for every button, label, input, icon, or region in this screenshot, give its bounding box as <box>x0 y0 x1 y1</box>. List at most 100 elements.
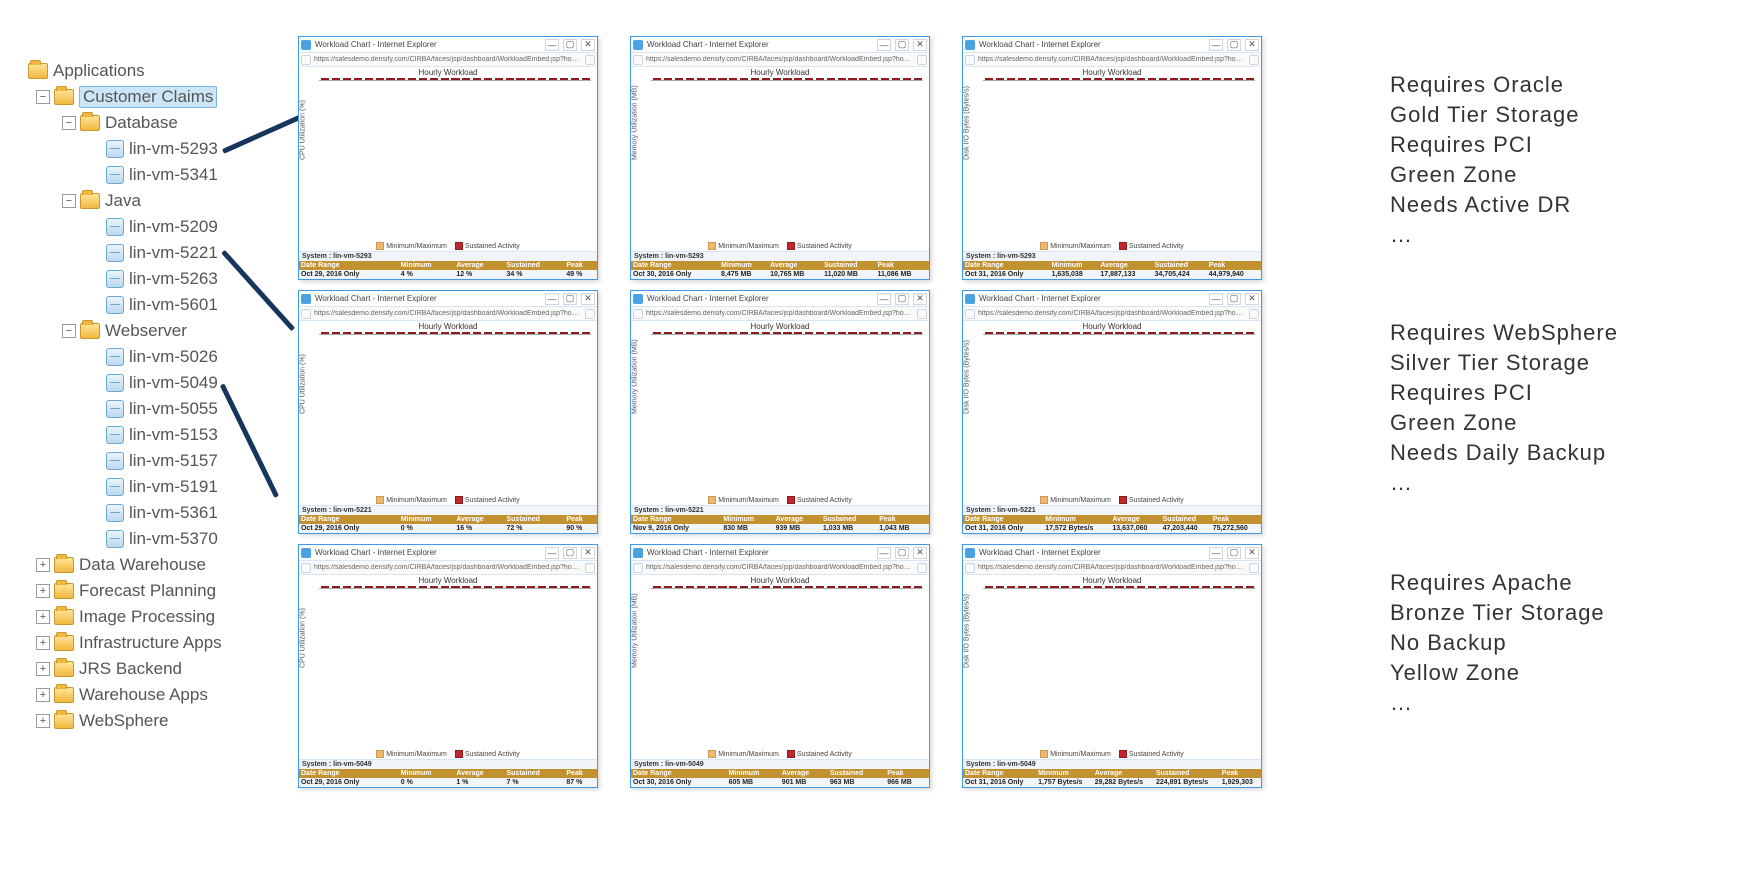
tree-folder-item[interactable]: −Customer Claims <box>10 84 260 110</box>
stats-date: Oct 29, 2016 Only <box>299 270 399 279</box>
close-button[interactable]: ✕ <box>913 39 927 51</box>
stats-date: Oct 30, 2016 Only <box>631 270 719 279</box>
tree-toggle[interactable]: − <box>62 116 76 130</box>
tree-vm-item[interactable]: lin-vm-5157 <box>10 448 260 474</box>
close-button[interactable]: ✕ <box>581 39 595 51</box>
tree-folder-item[interactable]: +Forecast Planning <box>10 578 260 604</box>
tree-folder-item[interactable]: −Java <box>10 188 260 214</box>
close-button[interactable]: ✕ <box>913 293 927 305</box>
refresh-icon[interactable] <box>301 309 311 319</box>
maximize-button[interactable]: ▢ <box>895 293 909 305</box>
tree-folder-item[interactable]: Applications <box>10 58 260 84</box>
window-titlebar[interactable]: Workload Chart - Internet Explorer—▢✕ <box>963 545 1261 561</box>
maximize-button[interactable]: ▢ <box>895 39 909 51</box>
tree-toggle[interactable]: − <box>62 324 76 338</box>
tree-toggle[interactable]: + <box>36 662 50 676</box>
tree-toggle[interactable]: + <box>36 636 50 650</box>
maximize-button[interactable]: ▢ <box>1227 39 1241 51</box>
close-button[interactable]: ✕ <box>581 293 595 305</box>
maximize-button[interactable]: ▢ <box>563 39 577 51</box>
minimize-button[interactable]: — <box>877 547 891 559</box>
refresh-icon[interactable] <box>301 563 311 573</box>
maximize-button[interactable]: ▢ <box>895 547 909 559</box>
minimize-button[interactable]: — <box>877 39 891 51</box>
tree-folder-item[interactable]: +JRS Backend <box>10 656 260 682</box>
tree-vm-item[interactable]: lin-vm-5293 <box>10 136 260 162</box>
address-bar[interactable]: https://salesdemo.densify.com/CIRBA/face… <box>631 307 929 321</box>
address-bar[interactable]: https://salesdemo.densify.com/CIRBA/face… <box>299 307 597 321</box>
refresh-icon[interactable] <box>965 563 975 573</box>
address-bar[interactable]: https://salesdemo.densify.com/CIRBA/face… <box>963 307 1261 321</box>
tree-folder-item[interactable]: +Warehouse Apps <box>10 682 260 708</box>
tree-vm-item[interactable]: lin-vm-5221 <box>10 240 260 266</box>
refresh-icon[interactable] <box>633 563 643 573</box>
tree-vm-item[interactable]: lin-vm-5263 <box>10 266 260 292</box>
address-bar[interactable]: https://salesdemo.densify.com/CIRBA/face… <box>963 561 1261 575</box>
tree-vm-item[interactable]: lin-vm-5209 <box>10 214 260 240</box>
minimize-button[interactable]: — <box>1209 39 1223 51</box>
refresh-icon[interactable] <box>301 55 311 65</box>
address-bar[interactable]: https://salesdemo.densify.com/CIRBA/face… <box>963 53 1261 67</box>
maximize-button[interactable]: ▢ <box>563 547 577 559</box>
y-axis-label: Disk I/O Bytes (Bytes/s) <box>964 340 971 414</box>
tree-vm-item[interactable]: lin-vm-5601 <box>10 292 260 318</box>
tree-vm-item[interactable]: lin-vm-5055 <box>10 396 260 422</box>
window-titlebar[interactable]: Workload Chart - Internet Explorer—▢✕ <box>299 545 597 561</box>
close-button[interactable]: ✕ <box>1245 547 1259 559</box>
requirement-line: Requires Oracle <box>1390 70 1740 100</box>
close-button[interactable]: ✕ <box>913 547 927 559</box>
tree-vm-item[interactable]: lin-vm-5370 <box>10 526 260 552</box>
tree-folder-item[interactable]: + Data Warehouse <box>10 552 260 578</box>
address-bar[interactable]: https://salesdemo.densify.com/CIRBA/face… <box>631 53 929 67</box>
window-titlebar[interactable]: Workload Chart - Internet Explorer—▢✕ <box>963 37 1261 53</box>
tree-label: Data Warehouse <box>79 555 206 575</box>
refresh-icon[interactable] <box>965 55 975 65</box>
tree-folder-item[interactable]: −Database <box>10 110 260 136</box>
tree-folder-item[interactable]: +WebSphere <box>10 708 260 734</box>
tree-toggle[interactable]: + <box>36 714 50 728</box>
maximize-button[interactable]: ▢ <box>1227 547 1241 559</box>
stats-value: 963 MB <box>828 778 885 787</box>
window-titlebar[interactable]: Workload Chart - Internet Explorer—▢✕ <box>631 291 929 307</box>
tree-toggle[interactable]: + <box>36 584 50 598</box>
close-button[interactable]: ✕ <box>1245 39 1259 51</box>
tree-label: Infrastructure Apps <box>79 633 222 653</box>
window-titlebar[interactable]: Workload Chart - Internet Explorer—▢✕ <box>299 291 597 307</box>
minimize-button[interactable]: — <box>1209 547 1223 559</box>
minimize-button[interactable]: — <box>545 39 559 51</box>
minimize-button[interactable]: — <box>545 293 559 305</box>
refresh-icon[interactable] <box>633 309 643 319</box>
window-titlebar[interactable]: Workload Chart - Internet Explorer—▢✕ <box>963 291 1261 307</box>
minimize-button[interactable]: — <box>877 293 891 305</box>
refresh-icon[interactable] <box>965 309 975 319</box>
address-bar[interactable]: https://salesdemo.densify.com/CIRBA/face… <box>299 53 597 67</box>
tree-toggle[interactable]: + <box>36 610 50 624</box>
tree-vm-item[interactable]: lin-vm-5153 <box>10 422 260 448</box>
close-button[interactable]: ✕ <box>1245 293 1259 305</box>
requirements-block-1: Requires OracleGold Tier StorageRequires… <box>1390 70 1740 250</box>
tree-folder-item[interactable]: +Image Processing <box>10 604 260 630</box>
tree-vm-item[interactable]: lin-vm-5361 <box>10 500 260 526</box>
tree-folder-item[interactable]: + Infrastructure Apps <box>10 630 260 656</box>
tree-toggle[interactable]: − <box>36 90 50 104</box>
tree-toggle[interactable]: − <box>62 194 76 208</box>
tree-vm-item[interactable]: lin-vm-5049 <box>10 370 260 396</box>
tree-vm-item[interactable]: lin-vm-5341 <box>10 162 260 188</box>
minimize-button[interactable]: — <box>545 547 559 559</box>
address-bar[interactable]: https://salesdemo.densify.com/CIRBA/face… <box>631 561 929 575</box>
tree-vm-item[interactable]: lin-vm-5191 <box>10 474 260 500</box>
address-bar[interactable]: https://salesdemo.densify.com/CIRBA/face… <box>299 561 597 575</box>
maximize-button[interactable]: ▢ <box>1227 293 1241 305</box>
tree-vm-item[interactable]: lin-vm-5026 <box>10 344 260 370</box>
window-titlebar[interactable]: Workload Chart - Internet Explorer—▢✕ <box>299 37 597 53</box>
tree-folder-item[interactable]: −Webserver <box>10 318 260 344</box>
tree-toggle[interactable]: + <box>36 558 50 572</box>
tree-toggle[interactable]: + <box>36 688 50 702</box>
refresh-icon[interactable] <box>633 55 643 65</box>
window-titlebar[interactable]: Workload Chart - Internet Explorer—▢✕ <box>631 545 929 561</box>
ie-icon <box>965 548 975 558</box>
maximize-button[interactable]: ▢ <box>563 293 577 305</box>
close-button[interactable]: ✕ <box>581 547 595 559</box>
window-titlebar[interactable]: Workload Chart - Internet Explorer—▢✕ <box>631 37 929 53</box>
minimize-button[interactable]: — <box>1209 293 1223 305</box>
